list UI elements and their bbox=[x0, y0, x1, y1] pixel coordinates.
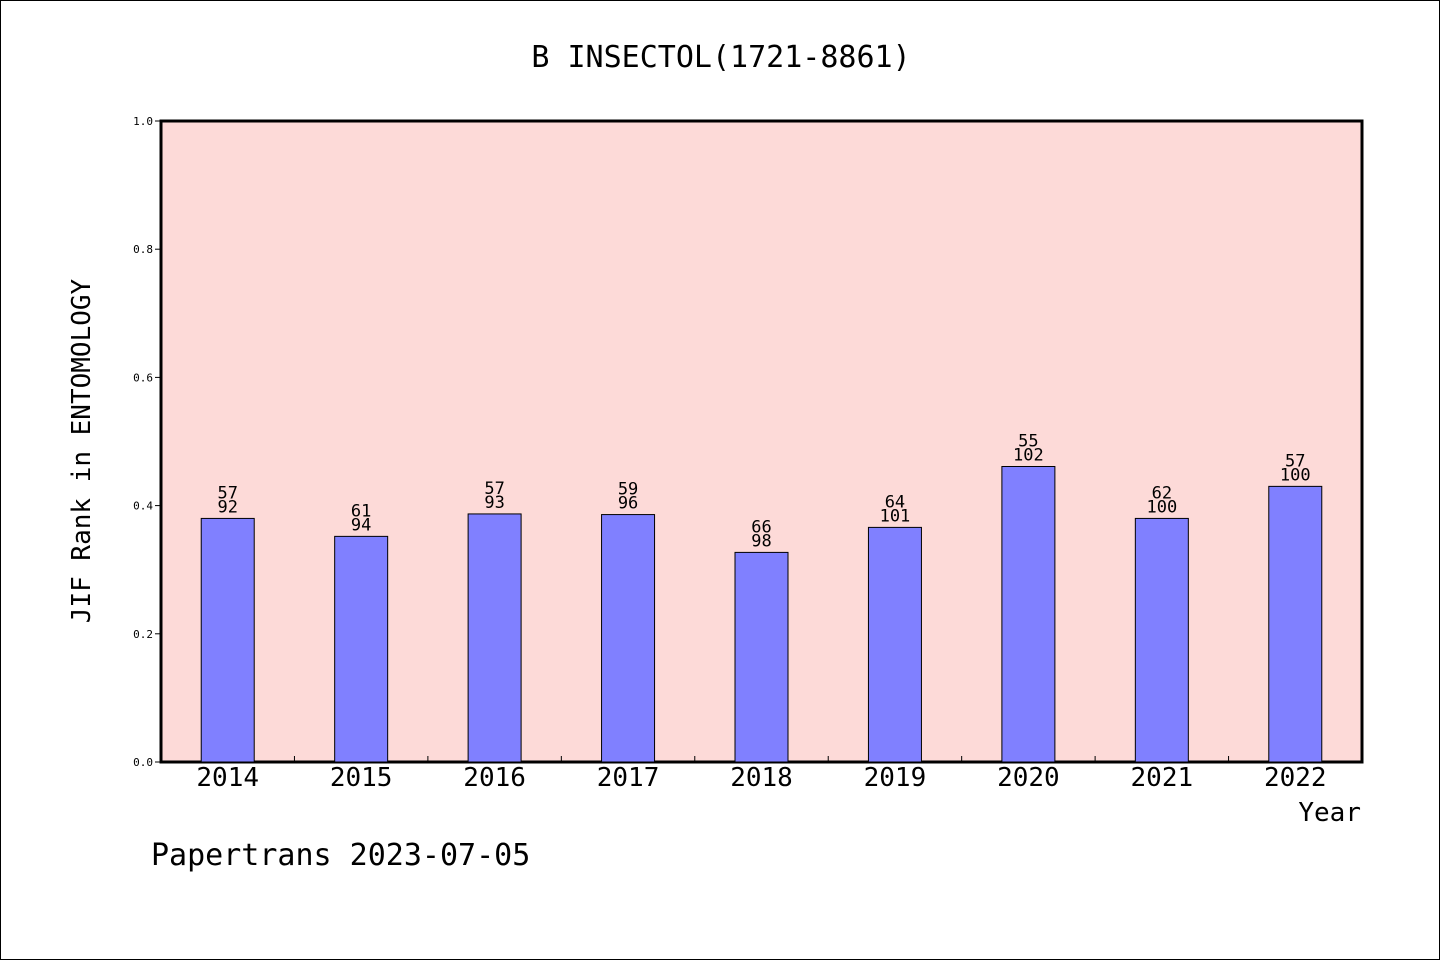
bar-rank-label: 64 bbox=[885, 492, 905, 512]
chart-title: B INSECTOL(1721-8861) bbox=[531, 40, 910, 75]
bar-total-label: 92 bbox=[217, 497, 237, 517]
bar-total-label: 102 bbox=[1013, 445, 1044, 465]
y-tick-label: 0.0 bbox=[133, 756, 153, 769]
x-tick-label: 2016 bbox=[463, 763, 526, 793]
y-tick-label: 0.6 bbox=[133, 371, 153, 384]
bar-total-label: 100 bbox=[1280, 465, 1311, 485]
y-tick-label: 0.8 bbox=[133, 243, 153, 256]
x-tick-label: 2017 bbox=[597, 763, 660, 793]
y-axis-ticks: 0.0 0.2 0.4 0.6 0.8 1.0 bbox=[133, 115, 161, 769]
bar-total-label: 100 bbox=[1146, 497, 1177, 517]
bar-2017 bbox=[601, 514, 656, 763]
x-tick-label: 2021 bbox=[1131, 763, 1194, 793]
bar-total-label: 101 bbox=[880, 506, 911, 526]
x-axis-label: Year bbox=[1298, 798, 1361, 828]
bar-rank-label: 66 bbox=[751, 517, 771, 537]
bar-total-label: 96 bbox=[618, 494, 638, 514]
bar-2022 bbox=[1268, 485, 1323, 763]
bar-2018 bbox=[734, 551, 789, 763]
x-tick-label: 2014 bbox=[196, 763, 259, 793]
x-tick-label: 2015 bbox=[330, 763, 393, 793]
x-tick-label: 2022 bbox=[1264, 763, 1327, 793]
y-tick-label: 0.2 bbox=[133, 628, 153, 641]
credit-text: Papertrans 2023-07-05 bbox=[151, 838, 530, 873]
bar-rank-label: 59 bbox=[618, 480, 638, 500]
bar-2020 bbox=[1001, 465, 1056, 763]
y-tick-label: 0.4 bbox=[133, 500, 153, 513]
bar-rank-label: 57 bbox=[1285, 451, 1305, 471]
bar-2019 bbox=[867, 526, 922, 763]
bar-2016 bbox=[467, 513, 522, 763]
bar-total-label: 93 bbox=[484, 493, 504, 513]
x-axis-ticks: 2014 2015 2016 2017 2018 2019 2020 2021 2022 bbox=[196, 756, 1327, 793]
y-axis-label: JIF Rank in ENTOMOLOGY bbox=[67, 278, 97, 623]
bar-rank-label: 55 bbox=[1018, 431, 1038, 451]
bar-rank-label: 62 bbox=[1152, 483, 1172, 503]
bar-2014 bbox=[200, 517, 255, 763]
x-tick-label: 2019 bbox=[864, 763, 927, 793]
bar-rank-label: 57 bbox=[484, 479, 504, 499]
bar-total-label: 94 bbox=[351, 515, 371, 535]
x-tick-label: 2020 bbox=[997, 763, 1060, 793]
x-tick-label: 2018 bbox=[730, 763, 793, 793]
bar-rank-label: 61 bbox=[351, 501, 371, 521]
bar-total-label: 98 bbox=[751, 531, 771, 551]
bar-2015 bbox=[334, 535, 389, 763]
bar-rank-label: 57 bbox=[217, 483, 237, 503]
bar-2021 bbox=[1134, 517, 1189, 763]
y-tick-label: 1.0 bbox=[133, 115, 153, 128]
